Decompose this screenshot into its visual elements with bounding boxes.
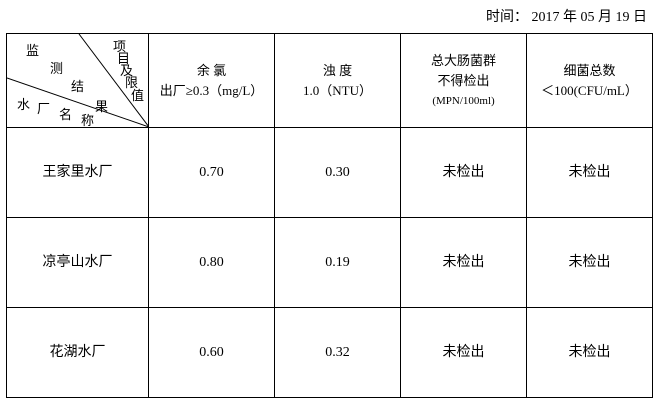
table-row: 王家里水厂 0.70 0.30 未检出 未检出 (6, 127, 653, 218)
plant-name: 花湖水厂 (6, 307, 149, 398)
header-row: 项 目 及 限 值 监 测 结 果 水 厂 名 称 余 氯出厂≥0.3（mg/L… (6, 33, 653, 128)
corner-char: 结 (71, 79, 85, 94)
report-date: 时间： 2017 年 05 月 19 日 (486, 10, 647, 25)
corner-char: 值 (131, 88, 145, 103)
coliform-value: 未检出 (400, 127, 527, 218)
corner-char: 及 (120, 63, 134, 78)
header-line: ＜100(CFU/mL） (541, 82, 638, 98)
corner-char: 测 (50, 61, 64, 76)
header-line: (MPN/100ml) (432, 94, 495, 107)
turbidity-value: 0.19 (274, 217, 401, 308)
header-coliform: 总大肠菌群不得检出 (MPN/100ml) (400, 33, 527, 128)
coliform-value: 未检出 (400, 307, 527, 398)
corner-char: 项 (113, 39, 127, 54)
coliform-value: 未检出 (400, 217, 527, 308)
corner-char: 称 (81, 113, 95, 128)
header-line: 细菌总数 (563, 62, 616, 78)
chlorine-value: 0.60 (148, 307, 275, 398)
header-line: 浊 度 (322, 62, 353, 78)
header-bacteria: 细菌总数 ＜100(CFU/mL） (526, 33, 653, 128)
chlorine-value: 0.80 (148, 217, 275, 308)
corner-cell: 项 目 及 限 值 监 测 结 果 水 厂 名 称 (6, 33, 149, 128)
header-line: 总大肠菌群 (430, 52, 496, 68)
corner-char: 监 (26, 43, 40, 58)
corner-char: 水 (17, 97, 31, 112)
header-line: 出厂≥0.3（mg/L） (159, 82, 264, 98)
turbidity-value: 0.30 (274, 127, 401, 218)
corner-char: 厂 (37, 101, 51, 116)
table-row: 花湖水厂 0.60 0.32 未检出 未检出 (6, 307, 653, 398)
corner-char: 名 (59, 107, 73, 122)
header-chlorine: 余 氯出厂≥0.3（mg/L） (148, 33, 275, 128)
chlorine-value: 0.70 (148, 127, 275, 218)
water-quality-table: 项 目 及 限 值 监 测 结 果 水 厂 名 称 余 氯出厂≥0.3（mg/L… (6, 33, 653, 398)
plant-name: 凉亭山水厂 (6, 217, 149, 308)
turbidity-value: 0.32 (274, 307, 401, 398)
corner-char: 限 (125, 75, 139, 90)
plant-name: 王家里水厂 (6, 127, 149, 218)
corner-char: 果 (95, 99, 109, 114)
bacteria-value: 未检出 (526, 307, 653, 398)
header-turbidity: 浊 度 1.0（NTU） (274, 33, 401, 128)
header-line: 1.0（NTU） (303, 82, 372, 98)
bacteria-value: 未检出 (526, 217, 653, 308)
corner-char: 目 (117, 51, 131, 66)
header-line: 余 氯 (196, 62, 227, 78)
table-row: 凉亭山水厂 0.80 0.19 未检出 未检出 (6, 217, 653, 308)
bacteria-value: 未检出 (526, 127, 653, 218)
header-line: 不得检出 (437, 72, 490, 88)
diagonal-lines (7, 34, 149, 127)
